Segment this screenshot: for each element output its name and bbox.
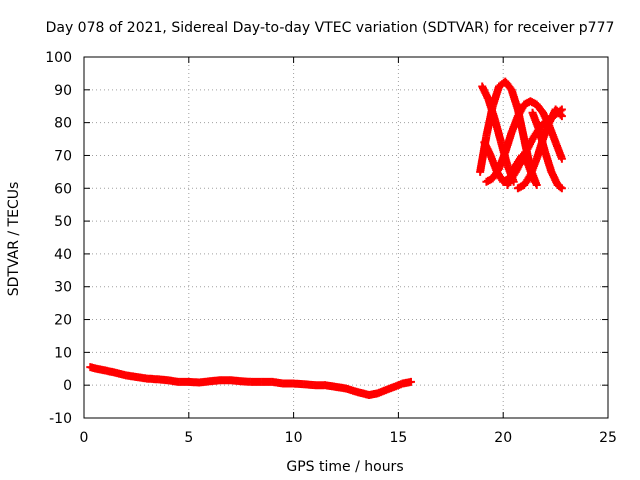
y-tick-label: 50 xyxy=(54,214,72,230)
y-tick-label: 10 xyxy=(54,345,72,361)
data-point xyxy=(557,184,566,193)
y-tick-label: 100 xyxy=(45,50,72,66)
data-markers xyxy=(555,182,565,192)
x-tick-label: 10 xyxy=(285,430,303,446)
data-markers xyxy=(485,97,499,122)
x-tick-label: 25 xyxy=(599,430,617,446)
axis-ticks xyxy=(83,56,609,419)
y-tick-label: 90 xyxy=(54,83,72,99)
data-markers xyxy=(508,87,522,112)
y-axis-label: SDTVAR / TECUs xyxy=(6,182,22,297)
x-tick-label: 0 xyxy=(80,430,89,446)
data-markers xyxy=(528,98,540,108)
data-point xyxy=(406,377,415,386)
plot-frame xyxy=(83,56,609,419)
data-markers xyxy=(491,117,505,145)
data-markers xyxy=(500,175,512,185)
data-markers xyxy=(541,150,555,175)
data-markers xyxy=(504,169,519,188)
data-point xyxy=(557,112,566,121)
series-arc-7 xyxy=(528,108,566,193)
y-tick-label: -10 xyxy=(49,411,72,427)
data-markers xyxy=(521,98,533,108)
grid xyxy=(84,57,608,418)
data-markers xyxy=(484,175,496,185)
tick-labels: 0 5 10 15 20 25 -10 0 10 20 30 40 50 60 70 80 90 100 xyxy=(45,50,617,446)
data-series xyxy=(86,77,566,400)
x-tick-label: 5 xyxy=(184,430,193,446)
data-markers xyxy=(502,79,515,93)
data-markers xyxy=(496,78,508,90)
data-markers xyxy=(533,102,546,116)
y-tick-label: 70 xyxy=(54,148,72,164)
data-markers xyxy=(521,172,534,188)
y-tick-label: 40 xyxy=(54,247,72,263)
chart-title: Day 078 of 2021, Sidereal Day-to-day VTE… xyxy=(46,20,615,36)
data-markers xyxy=(535,127,549,155)
y-tick-label: 20 xyxy=(54,313,72,329)
y-tick-label: 80 xyxy=(54,116,72,132)
data-markers xyxy=(552,106,565,119)
y-tick-label: 30 xyxy=(54,280,72,296)
x-tick-label: 20 xyxy=(494,430,512,446)
x-axis-label: GPS time / hours xyxy=(286,459,403,475)
x-tick-label: 15 xyxy=(389,430,407,446)
series-low-band-track xyxy=(86,363,415,400)
y-tick-label: 60 xyxy=(54,181,72,197)
data-markers xyxy=(497,140,511,168)
data-markers xyxy=(515,181,527,192)
data-point xyxy=(557,154,566,163)
data-point xyxy=(530,177,539,186)
y-tick-label: 0 xyxy=(63,378,72,394)
